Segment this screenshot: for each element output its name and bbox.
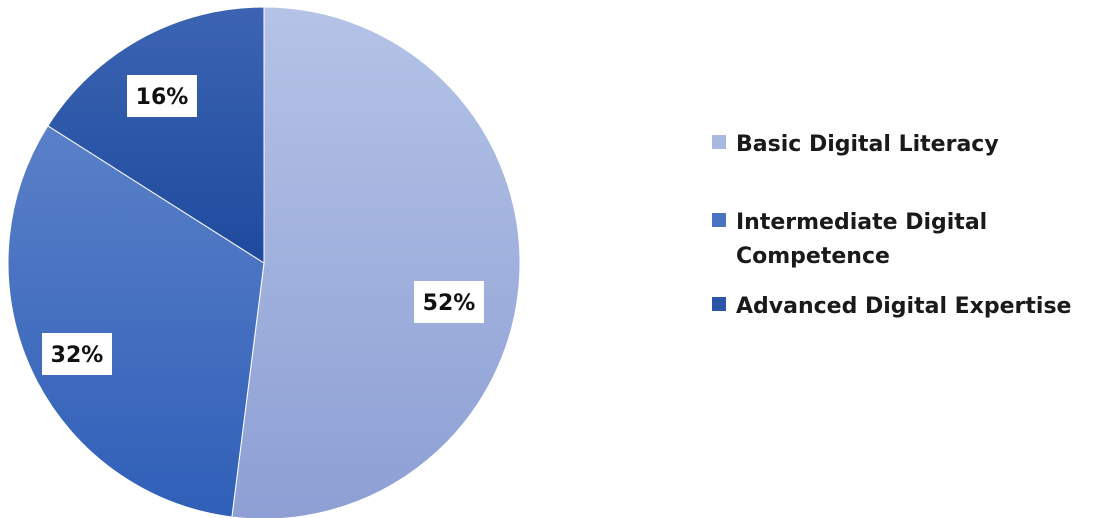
- data-label-box: [42, 333, 112, 375]
- pie-labels: 52% 32% 16%: [42, 75, 484, 375]
- data-label: 32%: [51, 343, 104, 368]
- data-label: 52%: [423, 291, 476, 316]
- legend-swatch: [712, 135, 726, 149]
- pie-slice-advanced-digital-expertise: [47, 6, 265, 264]
- data-label-box: [127, 75, 197, 117]
- pie-slice-basic-digital-literacy: [231, 6, 521, 518]
- pie-slice-intermediate-digital-competence: [7, 125, 265, 518]
- legend-swatch: [712, 213, 726, 227]
- pie-slices: [7, 6, 521, 518]
- legend-label: Intermediate Digital Competence: [736, 210, 988, 269]
- legend: Basic Digital Literacy Intermediate Digi…: [712, 128, 1092, 340]
- legend-swatch: [712, 297, 726, 311]
- legend-item-advanced: Advanced Digital Expertise: [712, 290, 1092, 324]
- data-label: 16%: [136, 85, 189, 110]
- legend-label: Basic Digital Literacy: [736, 132, 999, 157]
- legend-item-intermediate: Intermediate Digital Competence: [712, 206, 1002, 274]
- legend-item-basic: Basic Digital Literacy: [712, 128, 1092, 162]
- data-label-box: [414, 281, 484, 323]
- legend-label: Advanced Digital Expertise: [736, 294, 1072, 319]
